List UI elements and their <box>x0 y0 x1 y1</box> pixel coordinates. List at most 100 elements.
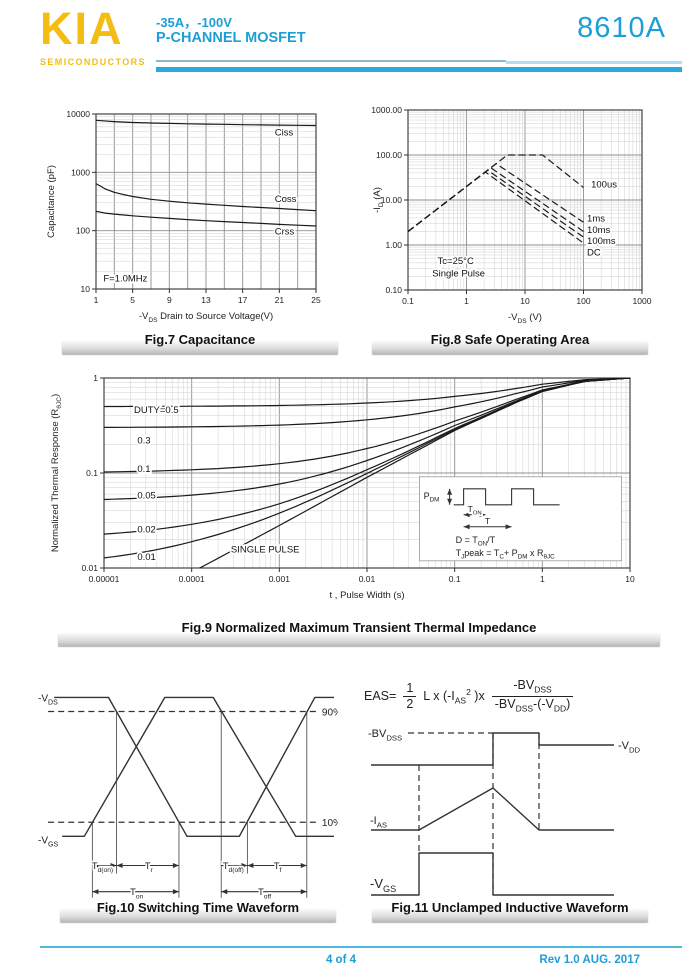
eas-formula: EAS= 1 2 L x (-IAS2 )x -BVDSS -BVDSS-(-V… <box>364 674 674 718</box>
device-family: P-CHANNEL MOSFET <box>156 30 306 46</box>
svg-text:0.00001: 0.00001 <box>89 574 120 584</box>
svg-text:0.0001: 0.0001 <box>179 574 205 584</box>
thermal-impedance-chart: 0.00001 0.0001 0.001 0.01 0.1 1 10 0.01 0.1 1 t , … <box>50 373 635 601</box>
fig8-caption: Fig.8 Safe Operating Area <box>372 332 648 354</box>
svg-text:1ms: 1ms <box>587 214 605 225</box>
svg-text:25: 25 <box>311 295 321 305</box>
safe-operating-area-chart: 0.1 1 10 100 1000 0.10 1.00 10.00 100.00 1000.00 -… <box>371 105 651 325</box>
device-spec: -35A，-100V <box>156 15 232 30</box>
svg-text:Ciss: Ciss <box>275 127 294 138</box>
svg-text:0.1: 0.1 <box>137 464 150 475</box>
svg-text:-VGS: -VGS <box>38 835 59 848</box>
caption-text: Fig.11 Unclamped Inductive Waveform <box>391 900 629 915</box>
svg-text:0.02: 0.02 <box>137 525 156 536</box>
svg-text:0.10: 0.10 <box>385 285 402 295</box>
svg-text:Toff: Toff <box>258 887 271 900</box>
svg-text:-BVDSS: -BVDSS <box>368 728 402 743</box>
svg-text:-VGS: -VGS <box>370 876 396 894</box>
svg-text:100us: 100us <box>591 179 617 190</box>
svg-text:0.3: 0.3 <box>137 435 150 446</box>
svg-text:100: 100 <box>576 296 590 306</box>
svg-text:100.00: 100.00 <box>376 150 402 160</box>
svg-text:F=1.0MHz: F=1.0MHz <box>103 273 147 284</box>
svg-text:Ton: Ton <box>130 887 144 900</box>
fig11-caption: Fig.11 Unclamped Inductive Waveform <box>372 900 648 922</box>
svg-text:10.00: 10.00 <box>381 195 403 205</box>
svg-text:21: 21 <box>275 295 285 305</box>
svg-text:9: 9 <box>167 295 172 305</box>
svg-text:DC: DC <box>587 248 601 259</box>
svg-text:-ID (A): -ID (A) <box>372 187 385 213</box>
fig9-caption: Fig.9 Normalized Maximum Transient Therm… <box>58 620 660 646</box>
svg-text:TON: TON <box>468 504 482 517</box>
svg-text:100: 100 <box>76 226 90 236</box>
svg-text:1: 1 <box>464 296 469 306</box>
header-rule-pale <box>506 61 682 64</box>
header-rule-accent <box>156 67 682 72</box>
switching-time-waveform: Td(on) Tr Td(off) Tf Ton Toff -VDS -VGS 90% 10% <box>38 693 338 902</box>
caption-bar <box>60 909 336 922</box>
caption-bar <box>372 341 648 354</box>
svg-text:T: T <box>485 516 490 526</box>
svg-text:Single Pulse: Single Pulse <box>432 268 485 279</box>
formula-lhs: EAS= <box>364 689 397 703</box>
svg-text:Td(off): Td(off) <box>223 861 244 874</box>
svg-text:0.1: 0.1 <box>86 468 98 478</box>
svg-text:SINGLE PULSE: SINGLE PULSE <box>231 545 300 556</box>
svg-text:1000.00: 1000.00 <box>371 105 402 115</box>
caption-text: Fig.9 Normalized Maximum Transient Therm… <box>181 620 537 635</box>
svg-text:17: 17 <box>238 295 248 305</box>
svg-text:t , Pulse Width (s): t , Pulse Width (s) <box>330 590 405 601</box>
svg-text:10%: 10% <box>322 818 338 829</box>
page-number: 4 of 4 <box>325 954 357 966</box>
svg-text:D = TON/T: D = TON/T <box>456 535 496 548</box>
svg-text:0.1: 0.1 <box>449 574 461 584</box>
svg-text:10: 10 <box>81 284 91 294</box>
svg-text:10000: 10000 <box>66 109 90 119</box>
svg-text:10ms: 10ms <box>587 225 610 236</box>
svg-text:Capacitance (pF): Capacitance (pF) <box>46 165 57 238</box>
svg-text:Coss: Coss <box>275 194 297 205</box>
svg-text:100ms: 100ms <box>587 236 616 247</box>
svg-text:Td(on): Td(on) <box>92 861 113 874</box>
caption-text: Fig.10 Switching Time Waveform <box>96 900 300 915</box>
svg-text:Tf: Tf <box>274 861 282 874</box>
formula-mid: L x (-IAS2 )x <box>423 686 485 706</box>
caption-bar <box>372 909 648 922</box>
svg-text:-VDS: -VDS <box>38 693 58 706</box>
svg-text:-VDS Drain to Source Voltage(V: -VDS Drain to Source Voltage(V) <box>139 311 273 324</box>
header-rule-thin <box>156 60 506 62</box>
svg-text:-IAS: -IAS <box>370 815 387 830</box>
revision-label: Rev 1.0 AUG. 2017 <box>539 954 640 966</box>
caption-bar <box>62 341 338 354</box>
svg-text:Normalized Thermal Response (R: Normalized Thermal Response (RθJC) <box>50 394 63 552</box>
fig10-caption: Fig.10 Switching Time Waveform <box>60 900 336 922</box>
svg-text:PDM: PDM <box>424 491 440 504</box>
svg-text:Tr: Tr <box>145 861 154 874</box>
svg-text:0.001: 0.001 <box>269 574 291 584</box>
svg-text:0.01: 0.01 <box>359 574 376 584</box>
svg-text:1: 1 <box>94 295 99 305</box>
svg-text:Tc=25°C: Tc=25°C <box>438 256 474 267</box>
part-number: 8610A <box>577 12 666 44</box>
caption-text: Fig.7 Capacitance <box>144 332 256 347</box>
svg-text:1000: 1000 <box>71 167 90 177</box>
svg-text:0.05: 0.05 <box>137 490 156 501</box>
svg-text:TJpeak = TC+ PDM x RθJC: TJpeak = TC+ PDM x RθJC <box>456 548 556 561</box>
svg-text:0.1: 0.1 <box>402 296 414 306</box>
caption-text: Fig.8 Safe Operating Area <box>430 332 590 347</box>
svg-text:5: 5 <box>130 295 135 305</box>
svg-text:1.00: 1.00 <box>385 240 402 250</box>
caption-bar <box>58 633 660 646</box>
svg-text:10: 10 <box>520 296 530 306</box>
svg-text:13: 13 <box>201 295 211 305</box>
footer-rule <box>40 946 682 948</box>
svg-text:Crss: Crss <box>275 226 295 237</box>
fig7-caption: Fig.7 Capacitance <box>62 332 338 354</box>
svg-text:10: 10 <box>625 574 635 584</box>
kia-logo-subtext: SEMICONDUCTORS <box>40 57 146 67</box>
unclamped-inductive-waveform: -BVDSS -VDD -IAS -VGS <box>368 728 641 896</box>
capacitance-chart: 1 5 9 13 17 21 25 10 100 1000 10000 -VDS Drain to S… <box>46 109 321 324</box>
kia-logo: KIA <box>40 3 124 54</box>
svg-text:1: 1 <box>540 574 545 584</box>
